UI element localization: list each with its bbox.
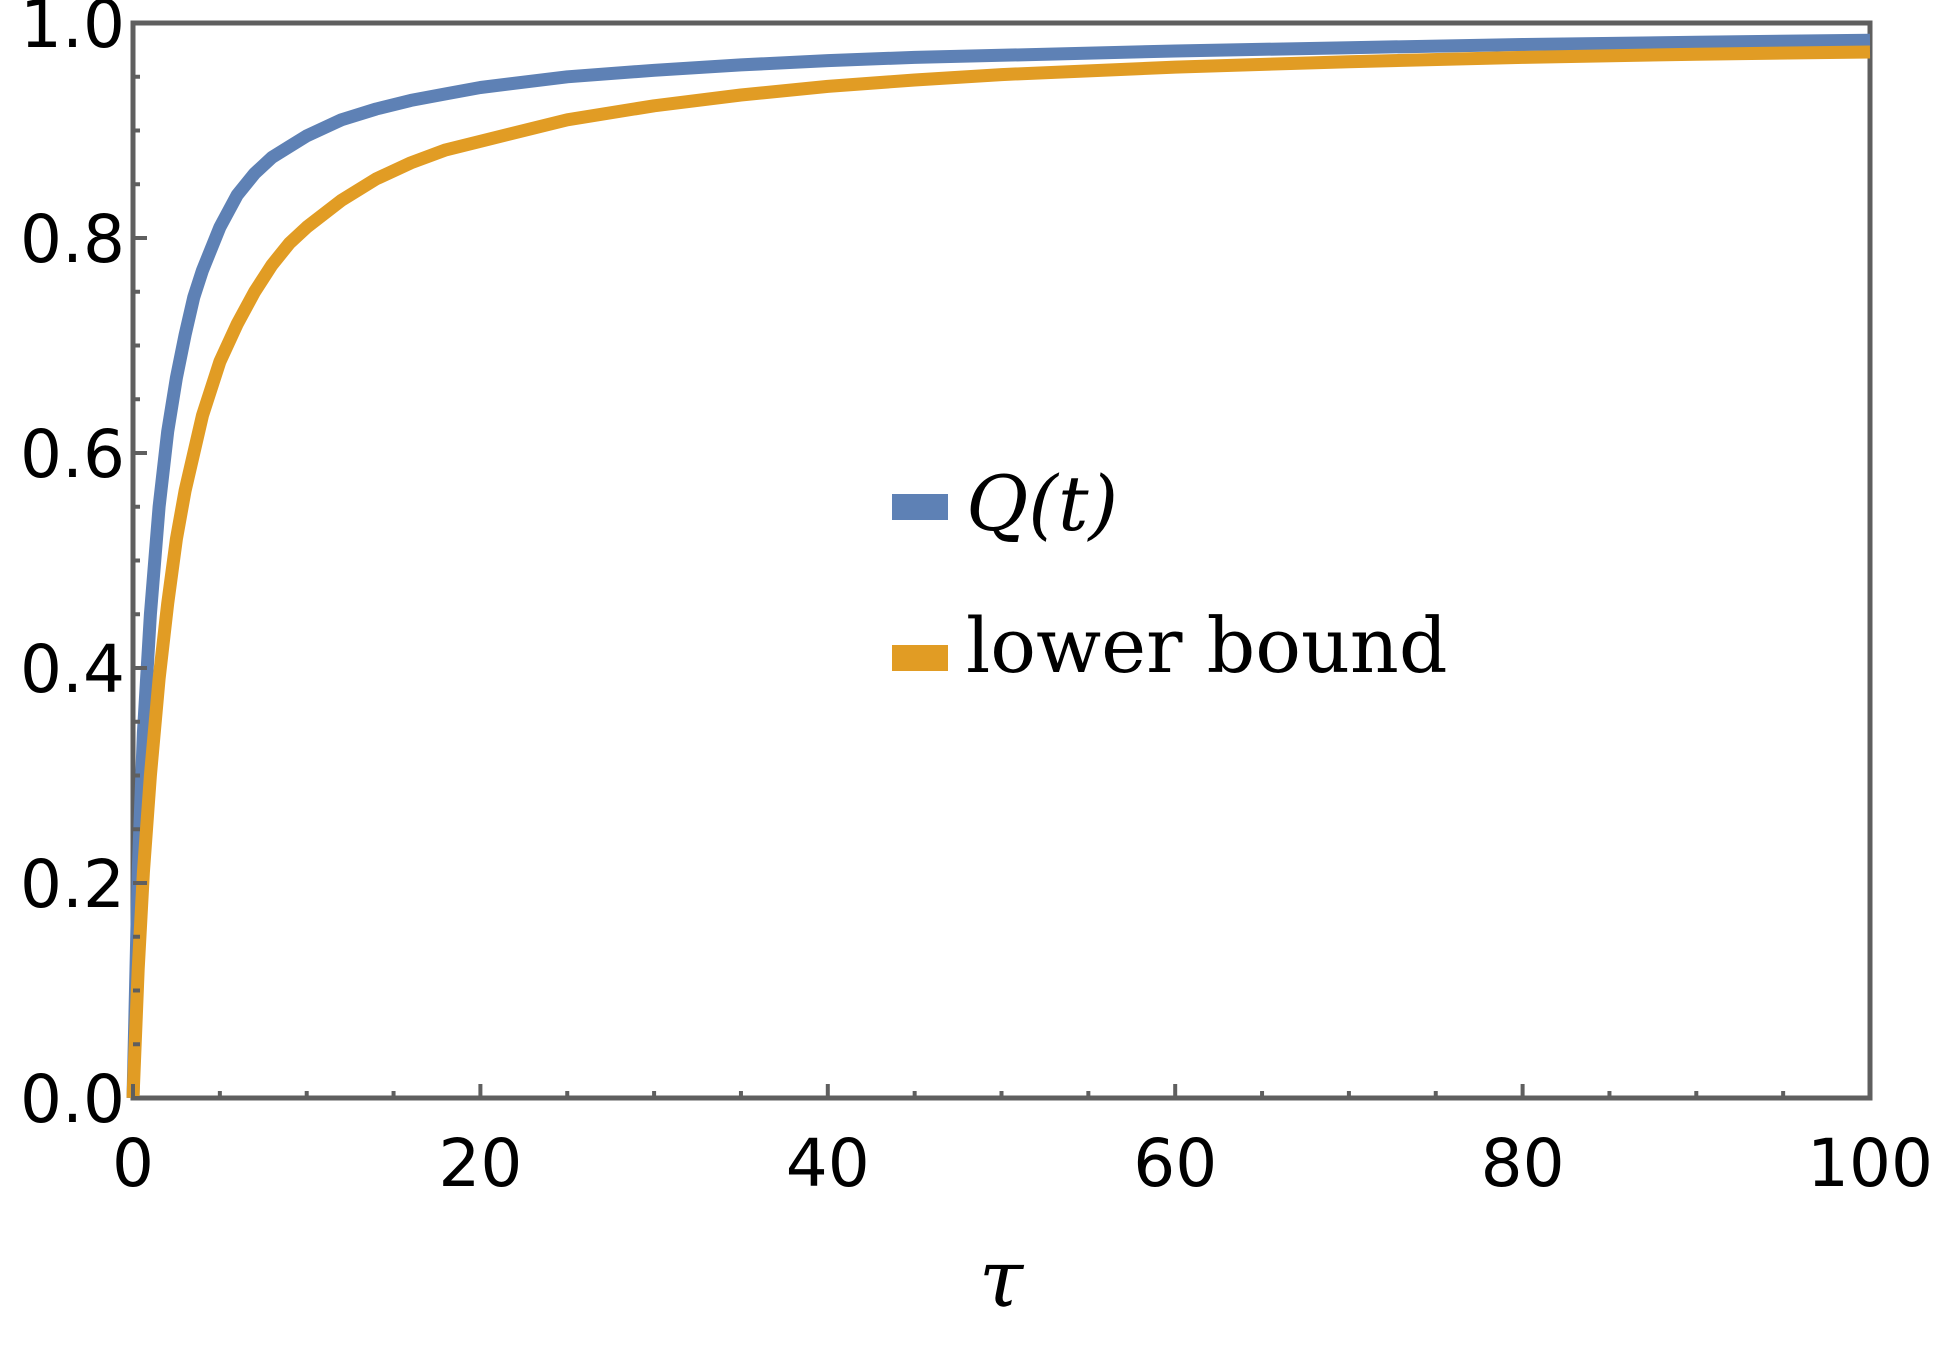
y-tick-label: 0.8 — [20, 201, 125, 278]
y-tick-label: 0.0 — [20, 1061, 125, 1138]
x-tick-label: 40 — [786, 1125, 870, 1202]
legend-label: Q(t) — [966, 459, 1118, 548]
ticks-layer — [131, 21, 1872, 1100]
legend-swatch — [892, 645, 948, 671]
labels-layer: 0 20 40 60 80 100 0.0 0.2 0.4 0.6 0.8 1.0 — [20, 0, 1933, 1202]
series-line-q-t — [126, 33, 1871, 1099]
x-tick-label: 60 — [1133, 1125, 1217, 1202]
legend-label: lower bound — [966, 601, 1448, 690]
series-line-lower-bound — [126, 45, 1871, 1099]
y-tick-label: 0.6 — [20, 416, 125, 493]
x-tick-label: 80 — [1481, 1125, 1565, 1202]
x-tick-label: 100 — [1807, 1125, 1933, 1202]
x-tick-label: 0 — [112, 1125, 154, 1202]
series-layer — [126, 33, 1871, 1099]
x-tick-label: 20 — [438, 1125, 522, 1202]
y-tick-label: 0.4 — [20, 631, 125, 708]
y-tick-label: 1.0 — [20, 0, 125, 63]
y-tick-label: 0.2 — [20, 846, 125, 923]
x-axis-label: τ — [979, 1232, 1025, 1325]
legend: Q(t) lower bound — [892, 459, 1448, 690]
plot-area — [130, 20, 1873, 1101]
legend-swatch — [892, 494, 948, 520]
plot-frame — [130, 20, 1873, 1101]
